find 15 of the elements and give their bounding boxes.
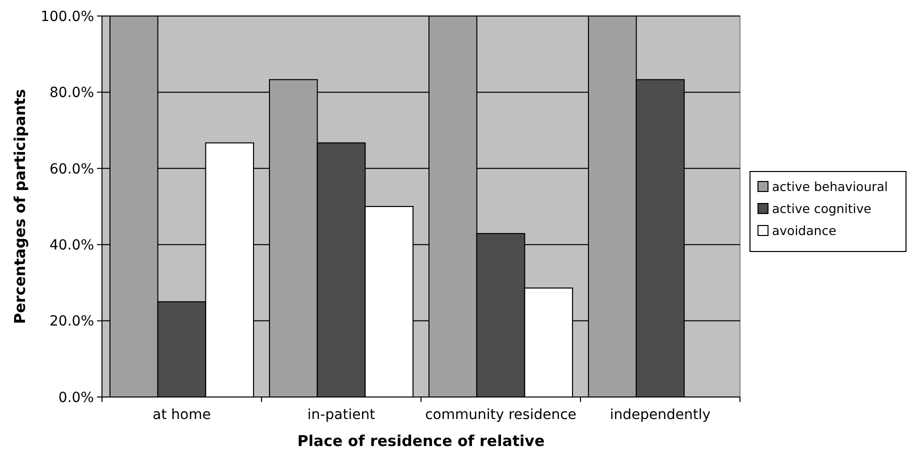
- y-tick-label: 100.0%: [40, 8, 94, 25]
- y-tick-label: 40.0%: [50, 238, 94, 254]
- y-tick-label: 0.0%: [58, 390, 94, 406]
- y-tick-label: 60.0%: [50, 161, 94, 178]
- x-axis-title: Place of residence of relative: [297, 432, 545, 450]
- legend-label: active behavioural: [772, 178, 888, 194]
- legend-label: avoidance: [772, 222, 837, 238]
- x-tick-label: independently: [610, 407, 711, 423]
- y-axis-title: Percentages of participants: [11, 88, 29, 324]
- x-tick-label: at home: [152, 407, 211, 423]
- x-tick-label: community residence: [425, 407, 576, 423]
- y-tick-label: 20.0%: [50, 314, 94, 330]
- x-tick-label: in-patient: [307, 407, 376, 423]
- y-tick-label: 80.0%: [50, 85, 94, 102]
- legend-label: active cognitive: [772, 200, 872, 216]
